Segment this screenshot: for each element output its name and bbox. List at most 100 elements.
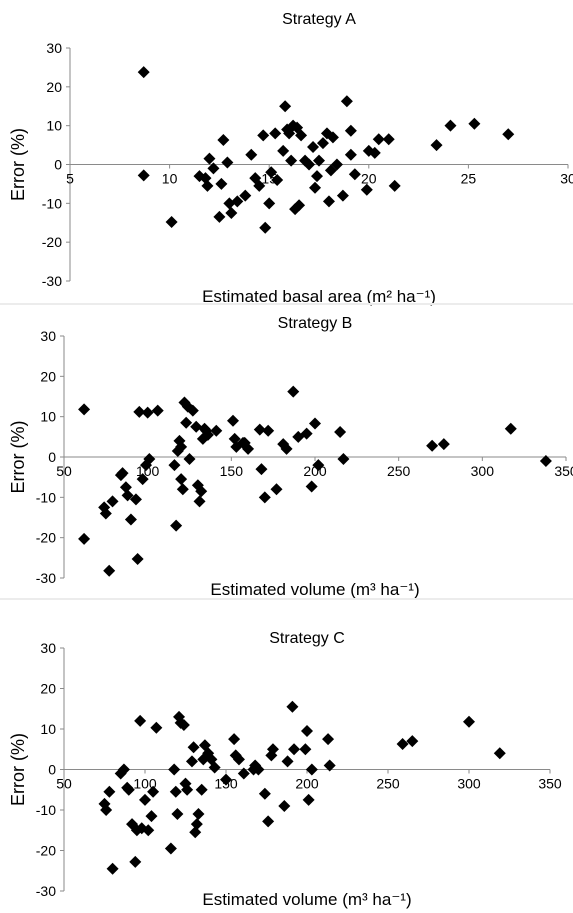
data-point [396, 737, 409, 750]
data-point [133, 405, 146, 418]
data-point [468, 117, 481, 130]
data-point [258, 787, 271, 800]
data-point [213, 210, 226, 223]
data-point [129, 855, 142, 868]
data-point [253, 423, 266, 436]
data-point [313, 154, 325, 167]
data-point [106, 495, 119, 508]
data-point [312, 459, 325, 472]
data-point [228, 432, 241, 445]
chart-title: Strategy C [269, 630, 345, 647]
data-point [307, 141, 320, 154]
data-point [316, 137, 329, 150]
y-tick-label: 0 [54, 157, 62, 173]
data-point [100, 804, 113, 816]
x-tick-label: 25 [461, 171, 477, 187]
data-point [372, 133, 385, 146]
x-axis-label: Estimated basal area (m² ha⁻¹) [202, 287, 436, 306]
data-point [299, 743, 312, 756]
x-tick-label: 50 [56, 776, 72, 792]
data-point [99, 507, 112, 520]
data-point [293, 199, 306, 212]
data-point [239, 189, 252, 202]
data-point [145, 810, 158, 823]
data-point [119, 481, 132, 494]
data-point [270, 483, 283, 496]
data-point [266, 743, 279, 756]
chart-panel-3: Strategy C-30-20-10010203050100150200250… [8, 630, 562, 909]
y-tick-label: 20 [40, 681, 56, 697]
data-point [228, 733, 241, 746]
data-point [189, 826, 202, 839]
data-point [444, 119, 457, 132]
data-point [175, 440, 188, 453]
data-point [252, 763, 265, 776]
data-point [164, 842, 177, 855]
data-point [258, 491, 271, 504]
data-point [344, 148, 357, 161]
y-tick-label: 10 [46, 118, 62, 134]
data-point [195, 783, 208, 796]
data-point [280, 442, 293, 455]
data-point [277, 144, 290, 157]
data-point [221, 156, 234, 169]
data-point [190, 818, 203, 831]
data-point [539, 455, 552, 468]
data-point [278, 799, 291, 812]
data-point [255, 463, 268, 476]
y-tick-label: 20 [40, 368, 56, 384]
data-point [300, 427, 313, 440]
y-tick-label: 10 [40, 721, 56, 737]
data-point [137, 169, 150, 182]
data-point [253, 179, 266, 192]
data-point [301, 725, 313, 738]
data-point [237, 767, 250, 780]
chart-title: Strategy A [282, 11, 356, 28]
data-point [187, 741, 200, 754]
data-point [242, 442, 255, 455]
x-tick-label: 20 [361, 171, 377, 187]
data-point [388, 179, 401, 192]
panel-separator [0, 598, 573, 600]
data-point [176, 483, 189, 496]
data-point [185, 755, 198, 768]
data-point [286, 700, 299, 713]
data-point [190, 420, 203, 433]
data-point [322, 733, 335, 746]
x-tick-label: 250 [376, 776, 400, 792]
data-point [215, 177, 228, 190]
data-point [103, 564, 116, 577]
data-point [210, 424, 223, 437]
data-point [502, 128, 515, 141]
x-axis-label: Estimated volume (m³ ha⁻¹) [210, 580, 419, 599]
data-point [463, 715, 475, 728]
data-point [262, 815, 275, 828]
data-point [183, 453, 196, 466]
data-point [265, 166, 278, 179]
data-point [201, 428, 214, 441]
data-point [406, 735, 419, 748]
data-point [337, 453, 350, 466]
data-point [259, 221, 272, 234]
data-point [330, 158, 343, 171]
data-point [302, 793, 315, 806]
data-point [150, 721, 163, 734]
x-tick-label: 150 [220, 463, 244, 479]
x-tick-label: 300 [471, 463, 495, 479]
data-point [305, 480, 318, 493]
data-point [175, 473, 188, 486]
data-point [78, 403, 91, 416]
chart-title: Strategy B [278, 315, 353, 332]
data-point [192, 808, 205, 821]
y-tick-label: -30 [36, 883, 56, 899]
data-point [279, 100, 292, 113]
data-point [131, 553, 144, 566]
y-tick-label: 30 [46, 40, 62, 56]
data-point [139, 793, 151, 806]
x-tick-label: 5 [66, 171, 74, 187]
y-tick-label: 20 [46, 79, 62, 95]
data-point [165, 215, 178, 228]
data-point [288, 743, 301, 756]
